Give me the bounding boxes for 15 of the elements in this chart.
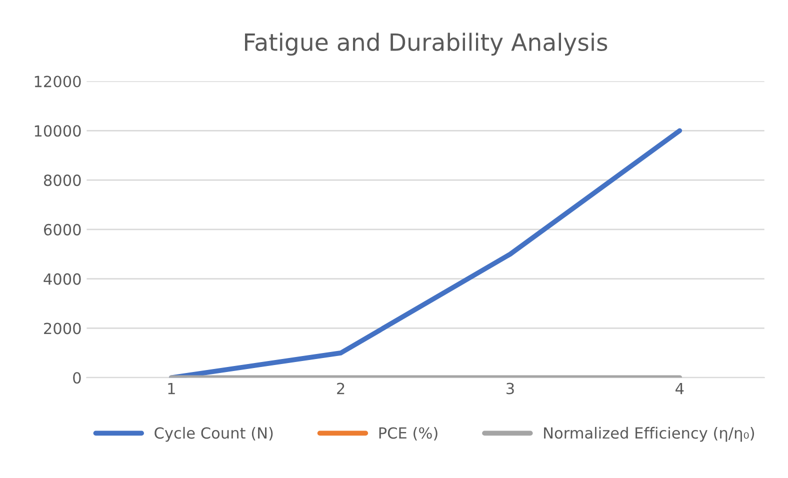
y-tick-label: 10000 <box>34 125 81 137</box>
y-tick-label: 8000 <box>44 174 81 186</box>
legend-label: PCE (%) <box>379 426 438 441</box>
y-tick-label: 0 <box>73 372 81 384</box>
y-tick-label: 12000 <box>34 76 81 88</box>
chart-title: Fatigue and Durability Analysis <box>245 32 608 56</box>
x-tick-label: 1 <box>168 382 175 394</box>
y-tick-label: 4000 <box>44 273 81 285</box>
legend-label: Cycle Count (N) <box>154 426 273 442</box>
x-tick-label: 3 <box>506 382 514 394</box>
legend-label: Normalized Efficiency (η/η₀) <box>544 426 754 442</box>
x-tick-label: 4 <box>676 382 684 394</box>
y-tick-label: 6000 <box>44 224 81 236</box>
y-tick-label: 2000 <box>44 322 81 334</box>
x-tick-label: 2 <box>337 382 344 394</box>
